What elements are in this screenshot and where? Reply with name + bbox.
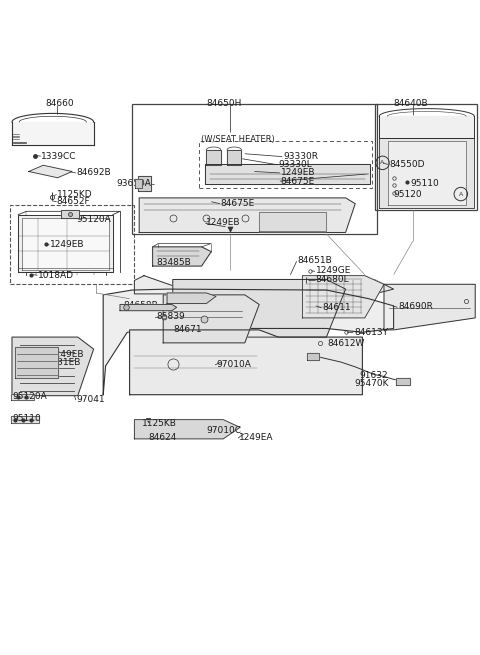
Polygon shape [167,293,216,303]
Text: 97041: 97041 [77,395,106,404]
Polygon shape [134,420,240,439]
Text: 84658B: 84658B [124,301,158,310]
Polygon shape [259,212,326,231]
Text: 1125KB: 1125KB [142,419,177,428]
Text: 1249EA: 1249EA [239,433,274,442]
Text: 95110: 95110 [12,414,41,422]
Polygon shape [379,117,474,138]
Polygon shape [139,198,355,233]
Polygon shape [12,122,94,145]
Polygon shape [103,289,394,395]
Text: 1249EB: 1249EB [50,240,85,250]
Text: 97010A: 97010A [216,360,251,369]
Polygon shape [173,280,346,337]
Text: 91632: 91632 [359,371,388,380]
Polygon shape [379,138,474,208]
Text: 93330L: 93330L [278,160,312,169]
Text: A: A [381,160,384,165]
Text: 97010C: 97010C [206,426,241,435]
Text: 95470K: 95470K [354,379,389,388]
Text: 95120A: 95120A [12,392,47,401]
Text: 1249EB: 1249EB [281,168,315,178]
Text: 84550D: 84550D [390,160,425,169]
Text: 1249GE: 1249GE [316,267,351,275]
Text: 93650A: 93650A [116,179,151,188]
Text: 83485B: 83485B [156,258,191,267]
Polygon shape [12,337,94,396]
Text: 84652F: 84652F [57,197,90,206]
Polygon shape [163,295,259,343]
Text: 84660: 84660 [46,100,74,108]
Bar [10,205,134,284]
Polygon shape [307,354,319,360]
Text: 84680L: 84680L [316,275,349,284]
Text: 84612W: 84612W [327,339,365,348]
Text: 95110: 95110 [410,179,439,188]
Polygon shape [130,330,362,395]
Text: 84624: 84624 [149,433,177,442]
Text: 84675E: 84675E [281,177,315,185]
Text: 85839: 85839 [156,312,185,322]
Text: 84692B: 84692B [77,168,111,178]
Text: 84611: 84611 [323,303,351,312]
Polygon shape [302,276,384,318]
Polygon shape [11,417,39,422]
Text: 84654D: 84654D [167,293,203,303]
Text: 93330R: 93330R [283,152,318,161]
Text: 84631EB: 84631EB [41,358,81,367]
Polygon shape [15,346,58,378]
Polygon shape [205,164,370,183]
Polygon shape [11,394,34,400]
Text: 95120: 95120 [394,189,422,198]
Text: 84671: 84671 [174,326,203,335]
Polygon shape [134,276,394,296]
Text: 84675E: 84675E [221,198,255,208]
Polygon shape [135,179,142,188]
Text: A: A [459,191,463,196]
Polygon shape [138,176,151,191]
Polygon shape [18,215,113,272]
Text: 84651B: 84651B [298,256,332,265]
Text: 1125KD: 1125KD [57,190,92,199]
Text: 95120A: 95120A [77,215,111,224]
Polygon shape [120,305,177,310]
Text: 84690R: 84690R [398,303,433,311]
Text: 84650H: 84650H [206,100,242,108]
Polygon shape [22,218,109,270]
Bar [199,141,372,188]
Bar [132,104,377,234]
Polygon shape [29,165,72,178]
Text: 84613Y: 84613Y [354,328,388,337]
Text: 1249EB: 1249EB [50,350,85,360]
Text: 1249EB: 1249EB [206,218,241,227]
Polygon shape [61,210,79,218]
Text: 1018AD: 1018AD [38,271,74,280]
Polygon shape [227,150,241,165]
Polygon shape [153,247,211,266]
Text: 1339CC: 1339CC [41,152,76,160]
Bar [375,104,477,210]
Polygon shape [206,150,221,165]
Polygon shape [396,378,410,385]
Text: (W/SEAT HEATER): (W/SEAT HEATER) [201,135,275,144]
Text: 84640B: 84640B [394,100,428,108]
Polygon shape [384,284,475,330]
Polygon shape [388,141,466,204]
